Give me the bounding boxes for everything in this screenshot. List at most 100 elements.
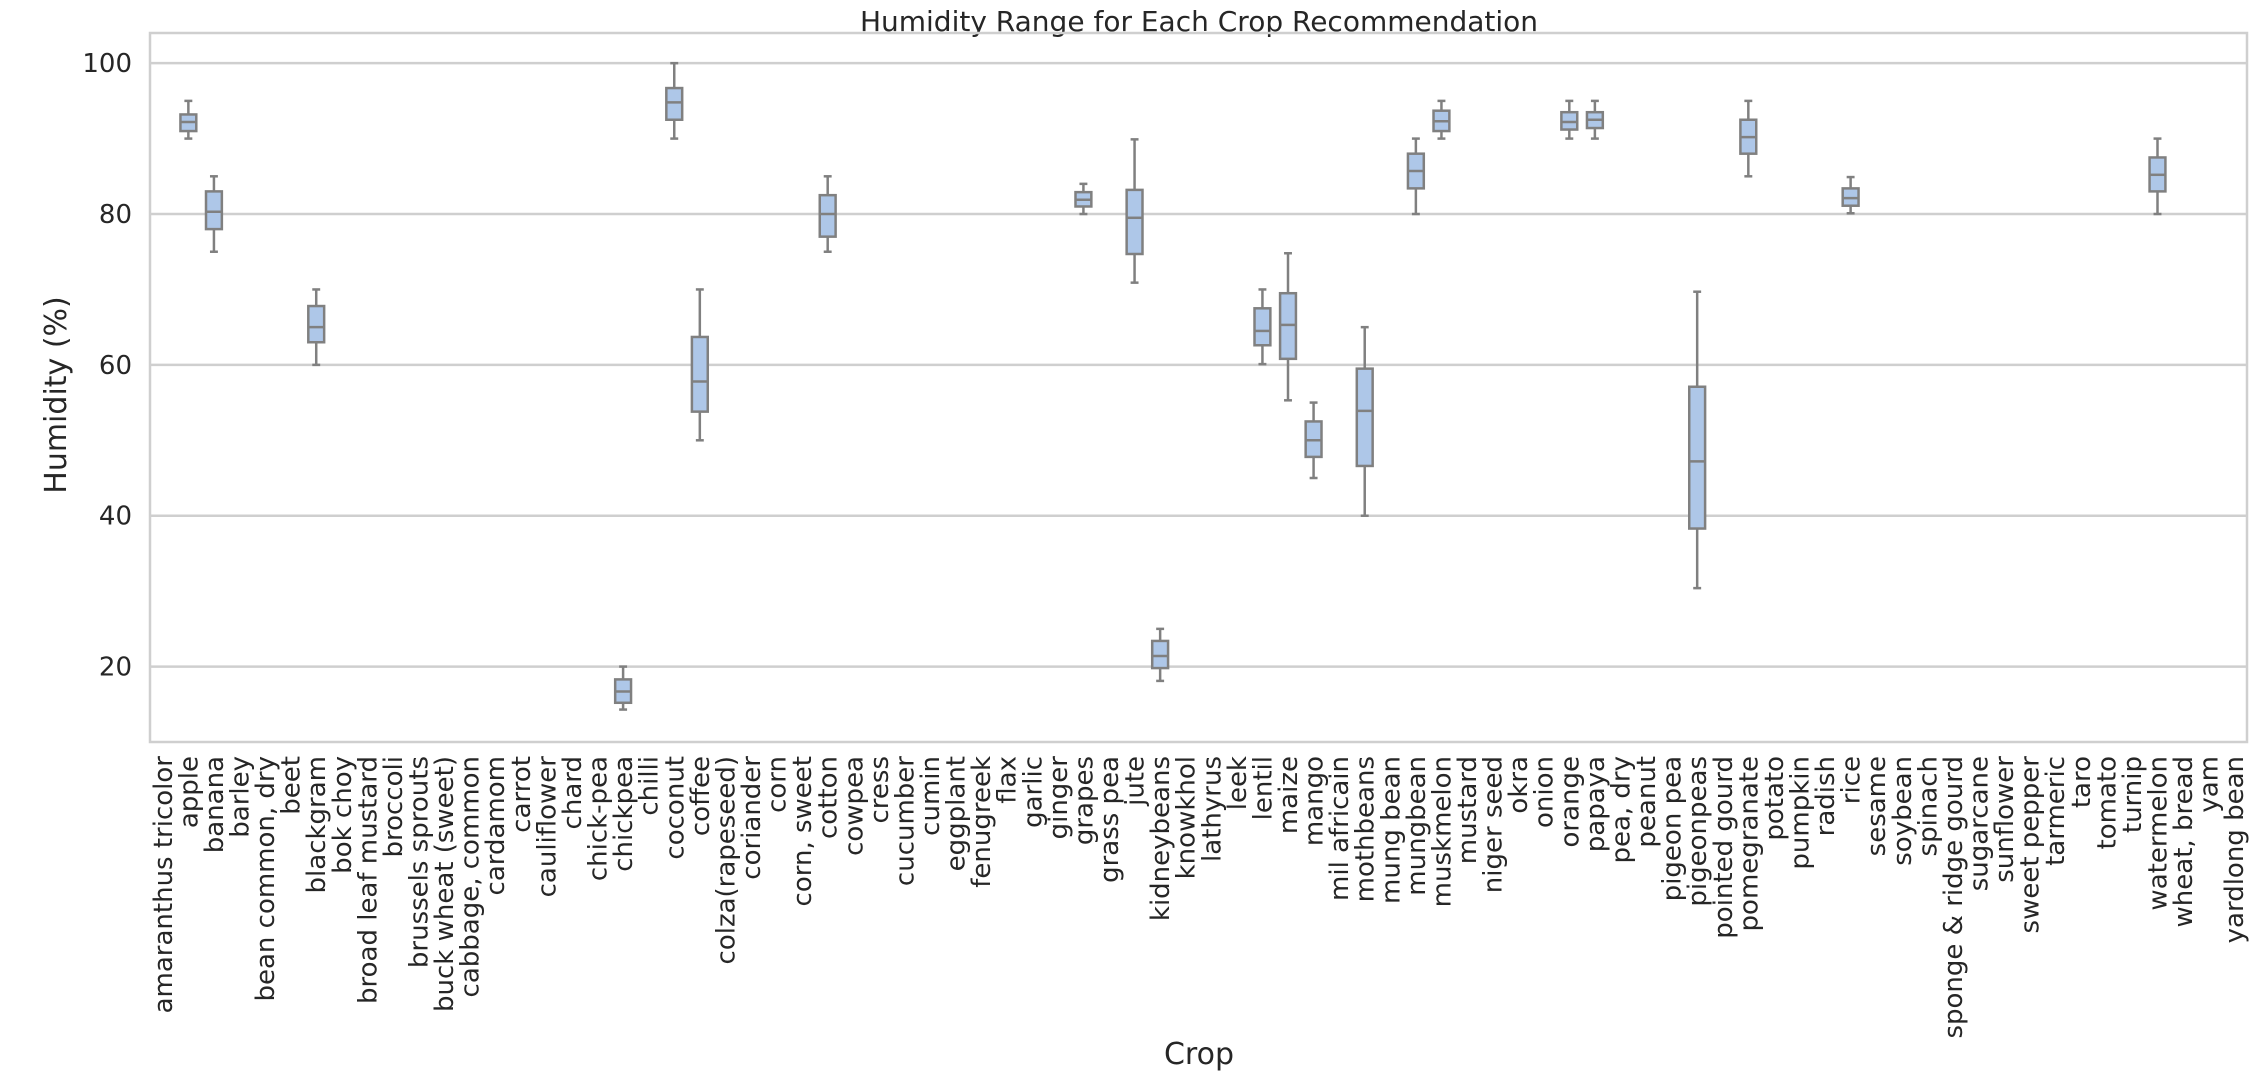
x-tick-label: peanut: [1632, 756, 1662, 848]
x-tick-label: wheat, bread: [2169, 756, 2199, 927]
x-tick-label: tarmeric: [2041, 756, 2071, 866]
x-tick-label: onion: [1530, 756, 1560, 828]
box-plots: [179, 61, 2167, 711]
y-tick-label: 40: [99, 502, 132, 532]
x-tick-label: pigeon pea: [1658, 756, 1688, 901]
x-tick-label: cotton: [814, 756, 844, 839]
x-tick-label: mustard: [1453, 756, 1483, 864]
x-tick-label: chilli: [635, 756, 665, 816]
x-tick-label: cumin: [916, 756, 946, 836]
x-tick-label: cabbage, common: [456, 756, 486, 997]
x-tick-label: niger seed: [1479, 756, 1509, 893]
iqr-box: [204, 190, 224, 231]
x-tick-label: radish: [1811, 756, 1841, 836]
x-tick-label: chick-pea: [584, 756, 614, 881]
box-plot-pigeonpeas: [1687, 290, 1707, 590]
box-plot-mothbeans: [1355, 325, 1374, 517]
x-tick-label: orange: [1555, 756, 1585, 848]
x-tick-label: potato: [1760, 756, 1790, 841]
x-axis-label: Crop: [1164, 1037, 1234, 1072]
y-tick-label: 60: [99, 351, 132, 381]
iqr-box: [1150, 639, 1170, 670]
x-tick-label: maize: [1274, 756, 1304, 834]
x-tick-label: bok choy: [328, 756, 358, 874]
x-tick-label: sesame: [1862, 756, 1892, 856]
x-tick-label: tomato: [2092, 756, 2122, 849]
x-tick-label: coffee: [686, 756, 716, 836]
x-tick-label: yam: [2195, 756, 2225, 813]
x-tick-label: chard: [558, 756, 588, 829]
x-tick-label: lathyrus: [1197, 756, 1227, 862]
box-plot-mango: [1304, 401, 1323, 480]
x-tick-label: soybean: [1888, 756, 1918, 866]
x-tick-label: cardamom: [481, 756, 511, 895]
x-tick-label: mothbeans: [1351, 756, 1381, 902]
x-tick-label: mungbean: [1402, 756, 1432, 896]
x-tick-label: garlic: [1018, 756, 1048, 828]
x-tick-label: sponge & ridge gourd: [1939, 756, 1969, 1039]
iqr-box: [665, 86, 684, 121]
box-plot-mungbean: [1406, 137, 1426, 216]
y-axis-label: Humidity (%): [39, 296, 74, 493]
x-tick-label: blackgram: [302, 756, 332, 893]
x-tick-label: mil africain: [1325, 756, 1355, 901]
x-tick-label: kidneybeans: [1146, 756, 1176, 921]
x-tick-label: barley: [226, 756, 256, 838]
y-tick-label: 80: [99, 200, 132, 230]
box-plot-muskmelon: [1432, 99, 1451, 140]
x-tick-label: cowpea: [839, 756, 869, 856]
x-axis-ticks: amaranthus tricolorapplebananabarleybean…: [149, 756, 2250, 1039]
x-tick-label: knowkhol: [1172, 756, 1202, 879]
iqr-box: [307, 304, 326, 344]
box-plot-pomegranate: [1739, 99, 1758, 178]
x-tick-label: turnip: [2118, 756, 2148, 833]
iqr-box: [1355, 367, 1374, 468]
box-plot-apple: [179, 99, 198, 140]
x-tick-label: cress: [865, 756, 895, 824]
x-tick-label: beet: [277, 756, 307, 815]
box-plot-watermelon: [2148, 137, 2167, 216]
box-plot-banana: [204, 175, 224, 253]
x-tick-label: muskmelon: [1427, 756, 1457, 907]
x-tick-label: banana: [200, 756, 230, 853]
iqr-box: [690, 335, 710, 413]
y-axis-ticks: 20 40 60 80 100: [82, 49, 132, 682]
x-tick-label: jute: [1121, 756, 1151, 807]
box-plot-cotton: [818, 175, 837, 253]
box-plot-chickpea: [613, 665, 633, 711]
box-plot-blackgram: [307, 288, 326, 367]
box-plot-rice: [1841, 175, 1860, 215]
x-tick-label: flax: [993, 756, 1023, 804]
x-tick-label: sunflower: [1990, 756, 2020, 883]
x-tick-label: pointed gourd: [1709, 756, 1739, 939]
x-tick-label: corn: [763, 756, 793, 813]
x-tick-label: corn, sweet: [788, 756, 818, 906]
box-plot-lentil: [1253, 288, 1272, 366]
x-tick-label: lentil: [1248, 756, 1278, 820]
x-tick-label: spinach: [1913, 756, 1943, 856]
x-tick-label: sugarcane: [1964, 756, 1994, 891]
x-tick-label: watermelon: [2143, 756, 2173, 911]
x-tick-label: fenugreek: [967, 756, 997, 888]
x-tick-label: okra: [1504, 756, 1534, 814]
x-tick-label: ginger: [1044, 756, 1074, 840]
x-tick-label: sweet pepper: [2016, 756, 2046, 934]
iqr-box: [1687, 385, 1707, 530]
x-tick-label: brussels sprouts: [405, 756, 435, 968]
x-tick-label: eggplant: [942, 756, 972, 871]
box-plot-papaya: [1585, 99, 1605, 140]
box-plot-jute: [1125, 138, 1144, 284]
iqr-box: [1253, 307, 1272, 347]
x-tick-label: mung bean: [1376, 756, 1406, 904]
x-tick-label: yardlong bean: [2220, 756, 2250, 943]
x-tick-label: pumpkin: [1785, 756, 1815, 870]
x-tick-label: pigeonpeas: [1683, 756, 1713, 907]
x-tick-label: mango: [1300, 756, 1330, 846]
x-tick-label: broad leaf mustard: [353, 756, 383, 1004]
iqr-box: [818, 193, 837, 238]
x-tick-label: rice: [1837, 756, 1867, 804]
plot-frame: [148, 31, 2249, 744]
x-tick-label: pomegranate: [1734, 756, 1764, 931]
x-tick-label: taro: [2067, 756, 2097, 808]
